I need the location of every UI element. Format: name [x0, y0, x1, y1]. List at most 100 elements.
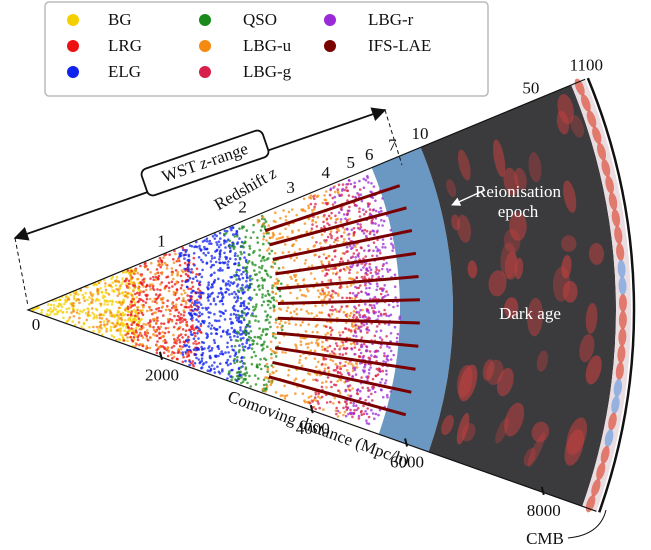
galaxy-point	[343, 268, 346, 271]
galaxy-point	[188, 264, 191, 267]
galaxy-point	[165, 285, 168, 288]
galaxy-point	[154, 311, 157, 314]
galaxy-point	[156, 349, 159, 352]
galaxy-point	[379, 346, 382, 349]
galaxy-point	[328, 313, 331, 316]
galaxy-point	[224, 309, 227, 312]
galaxy-point	[284, 243, 287, 246]
galaxy-point	[307, 342, 310, 345]
galaxy-point	[177, 259, 180, 262]
galaxy-point	[260, 260, 263, 263]
galaxy-point	[258, 288, 261, 291]
galaxy-point	[179, 254, 182, 257]
galaxy-point	[195, 318, 198, 321]
galaxy-point	[103, 303, 106, 306]
galaxy-point	[232, 331, 235, 334]
galaxy-point	[275, 351, 278, 354]
galaxy-point	[270, 341, 273, 344]
galaxy-point	[161, 263, 164, 266]
galaxy-point	[349, 245, 352, 248]
galaxy-point	[329, 326, 332, 329]
galaxy-point	[267, 290, 270, 293]
galaxy-point	[180, 287, 183, 290]
galaxy-point	[366, 331, 369, 334]
galaxy-point	[255, 303, 258, 306]
galaxy-point	[184, 351, 187, 354]
galaxy-point	[361, 200, 364, 203]
galaxy-point	[266, 273, 269, 276]
galaxy-point	[182, 271, 185, 274]
galaxy-point	[255, 315, 258, 318]
galaxy-point	[100, 321, 103, 324]
galaxy-point	[359, 398, 362, 401]
galaxy-point	[372, 250, 375, 253]
galaxy-point	[168, 282, 171, 285]
galaxy-point	[252, 340, 255, 343]
galaxy-point	[249, 385, 252, 388]
galaxy-point	[274, 333, 277, 336]
galaxy-point	[372, 222, 375, 225]
galaxy-point	[252, 306, 255, 309]
legend-marker	[324, 40, 336, 52]
galaxy-point	[142, 309, 145, 312]
galaxy-point	[344, 217, 347, 220]
galaxy-point	[272, 296, 275, 299]
galaxy-point	[360, 352, 363, 355]
galaxy-point	[144, 294, 147, 297]
galaxy-point	[366, 328, 369, 331]
galaxy-point	[137, 336, 140, 339]
galaxy-point	[374, 335, 377, 338]
galaxy-point	[330, 230, 333, 233]
galaxy-point	[218, 320, 221, 323]
galaxy-point	[149, 271, 152, 274]
galaxy-point	[176, 288, 179, 291]
galaxy-point	[231, 245, 234, 248]
galaxy-point	[286, 310, 289, 313]
galaxy-point	[359, 390, 362, 393]
galaxy-point	[328, 255, 331, 258]
galaxy-point	[227, 283, 230, 286]
galaxy-point	[288, 211, 291, 214]
galaxy-point	[240, 316, 243, 319]
galaxy-point	[398, 317, 401, 320]
galaxy-point	[280, 282, 283, 285]
galaxy-point	[240, 376, 243, 379]
galaxy-point	[268, 294, 271, 297]
galaxy-point	[311, 209, 314, 212]
galaxy-point	[129, 336, 132, 339]
galaxy-point	[210, 293, 213, 296]
galaxy-point	[236, 295, 239, 298]
galaxy-point	[49, 307, 52, 310]
galaxy-point	[282, 251, 285, 254]
galaxy-point	[242, 337, 245, 340]
galaxy-point	[149, 298, 152, 301]
galaxy-point	[152, 333, 155, 336]
galaxy-point	[278, 267, 281, 270]
galaxy-point	[171, 267, 174, 270]
galaxy-point	[98, 282, 101, 285]
galaxy-point	[251, 347, 254, 350]
galaxy-point	[118, 293, 121, 296]
galaxy-point	[220, 335, 223, 338]
galaxy-point	[95, 284, 98, 287]
galaxy-point	[234, 309, 237, 312]
galaxy-point	[263, 379, 266, 382]
galaxy-point	[376, 282, 379, 285]
galaxy-point	[160, 326, 163, 329]
galaxy-point	[295, 214, 298, 217]
galaxy-point	[397, 333, 400, 336]
galaxy-point	[121, 334, 124, 337]
galaxy-point	[342, 344, 345, 347]
galaxy-point	[261, 293, 264, 296]
galaxy-point	[350, 343, 353, 346]
galaxy-point	[163, 287, 166, 290]
galaxy-point	[199, 314, 202, 317]
galaxy-point	[213, 361, 216, 364]
galaxy-point	[267, 304, 270, 307]
galaxy-point	[257, 241, 260, 244]
galaxy-point	[219, 362, 222, 365]
galaxy-point	[345, 251, 348, 254]
galaxy-point	[209, 303, 212, 306]
galaxy-point	[178, 339, 181, 342]
galaxy-point	[360, 290, 363, 293]
